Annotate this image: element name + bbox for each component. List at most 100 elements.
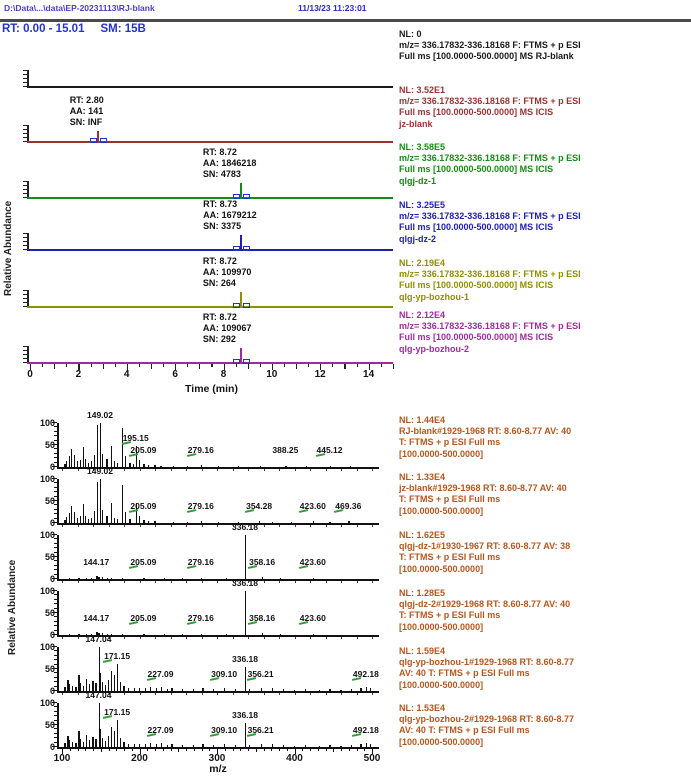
y-axis-tick: [54, 625, 57, 627]
peak-flag: [129, 453, 139, 457]
y-axis-tick: [54, 663, 57, 665]
spectrum-peak: [129, 462, 131, 467]
baseline-tick: [170, 524, 172, 527]
integration-marker: [242, 194, 250, 199]
spectrum-peak: [65, 460, 68, 467]
spectrum-peak: [96, 424, 99, 467]
baseline-tick: [279, 468, 280, 471]
mz-axis-tick-label: 100: [53, 753, 71, 764]
spectrum-peak: [293, 689, 296, 691]
baseline-tick: [341, 524, 342, 527]
spectrum-peak: [360, 688, 362, 691]
mz-axis-tick: [116, 748, 118, 751]
time-axis-tick: [150, 364, 153, 369]
spectrum-peak: [75, 742, 77, 747]
peak-flag: [186, 453, 196, 457]
baseline-tick: [139, 468, 141, 471]
baseline-tick: [310, 524, 311, 527]
y-axis-tick: [54, 598, 57, 600]
spectrum-peak: [365, 686, 368, 691]
peak-flag: [246, 733, 256, 737]
baseline-tick: [217, 692, 218, 695]
spectrum-peak: [69, 578, 71, 579]
spectrum-peak: [166, 744, 168, 747]
spectrum-peak: [225, 634, 227, 635]
spectrum-peak: [106, 459, 108, 467]
time-axis-tick: [235, 364, 237, 367]
baseline-tick: [356, 636, 358, 639]
spectrum-peak: [171, 687, 173, 691]
time-axis-tick-label: 8: [220, 369, 227, 380]
mz-axis-tick: [271, 748, 273, 751]
spectrum-peak: [98, 576, 100, 579]
spectrum-peak: [69, 740, 71, 747]
baseline-tick: [232, 580, 234, 583]
spectrum-peak: [120, 682, 122, 691]
spectrum-info-line: NL: 1.28E5: [399, 588, 446, 598]
time-axis-tick-label: 2: [75, 369, 82, 380]
baseline-tick: [108, 468, 110, 471]
y-axis-tick: [54, 676, 57, 678]
y-axis-tick: [23, 298, 27, 299]
peak-label: 445.12: [316, 445, 343, 455]
spectrum-peak: [123, 741, 125, 747]
spectrum-peak: [172, 465, 175, 467]
time-axis-tick: [187, 364, 189, 367]
spectrum-peak: [351, 745, 353, 747]
mz-axis-tick: [224, 748, 226, 751]
y-axis-tick: [23, 197, 27, 198]
spectrum-peak: [260, 687, 262, 691]
spectrum-peak: [306, 466, 308, 467]
mz-axis-tick: [139, 748, 141, 754]
trace-info-line: NL: 2.12E4: [399, 310, 446, 320]
chromatogram-peak: [239, 183, 242, 198]
y-axis-tick: [54, 719, 57, 721]
chromatogram-y-axis: [27, 181, 29, 198]
time-axis-tick: [90, 364, 92, 367]
spectrum-y-tick-label: 0: [49, 518, 55, 528]
spectrum-info-line: qlg-yp-bozhou-1#1929-1968 RT: 8.60-8.77: [399, 657, 575, 668]
spectrum-peak: [69, 456, 71, 467]
y-axis-tick: [54, 685, 57, 687]
spectrum-peak: [200, 633, 203, 635]
peak-annotation: RT: 8.72 AA: 1846218 SN: 4783: [203, 147, 257, 180]
spectrum-peak: [75, 686, 77, 691]
trace-info-line: qlg-yp-bozhou-1: [399, 291, 469, 302]
baseline-tick: [372, 468, 373, 471]
header-divider: [0, 19, 691, 22]
spectrum-peak: [127, 743, 130, 747]
integration-marker: [242, 303, 250, 308]
y-axis-tick: [54, 452, 57, 454]
spectrum-peak: [234, 689, 237, 691]
time-axis-tick: [175, 364, 177, 370]
y-axis-tick: [23, 141, 27, 142]
mz-axis-tick: [131, 748, 133, 751]
baseline-tick: [155, 468, 156, 471]
peak-flag: [351, 677, 362, 681]
peak-flag: [129, 509, 139, 513]
peak-label: 336.18: [232, 709, 258, 720]
spectrum-peak: [65, 517, 68, 523]
mz-axis-tick-label: 300: [208, 753, 226, 764]
spectrum-peak: [213, 745, 215, 747]
baseline-tick: [279, 580, 280, 583]
peak-annotation: RT: 8.72 AA: 109970 SN: 264: [203, 256, 252, 289]
spectrum-peak: [100, 728, 102, 747]
spectrum-peak: [79, 739, 82, 747]
peak-flag: [298, 621, 308, 625]
y-axis-tick: [23, 189, 27, 190]
mz-axis-tick: [232, 748, 234, 751]
spectrum-peak: [144, 688, 147, 691]
spectrum-peak: [182, 744, 184, 747]
time-axis-tick: [102, 364, 104, 369]
spectrum-peak: [89, 684, 91, 691]
peak-label: 469.36: [335, 501, 362, 511]
spectrum-peak: [110, 502, 113, 523]
spectrum-info-line: T: FTMS + p ESI Full ms: [399, 552, 501, 563]
y-axis-tick: [52, 478, 57, 479]
spectrum-peak: [160, 743, 162, 747]
spectrum-peak: [200, 577, 203, 579]
peak-label: 279.16: [187, 557, 214, 567]
spectrum-peak: [98, 647, 100, 691]
